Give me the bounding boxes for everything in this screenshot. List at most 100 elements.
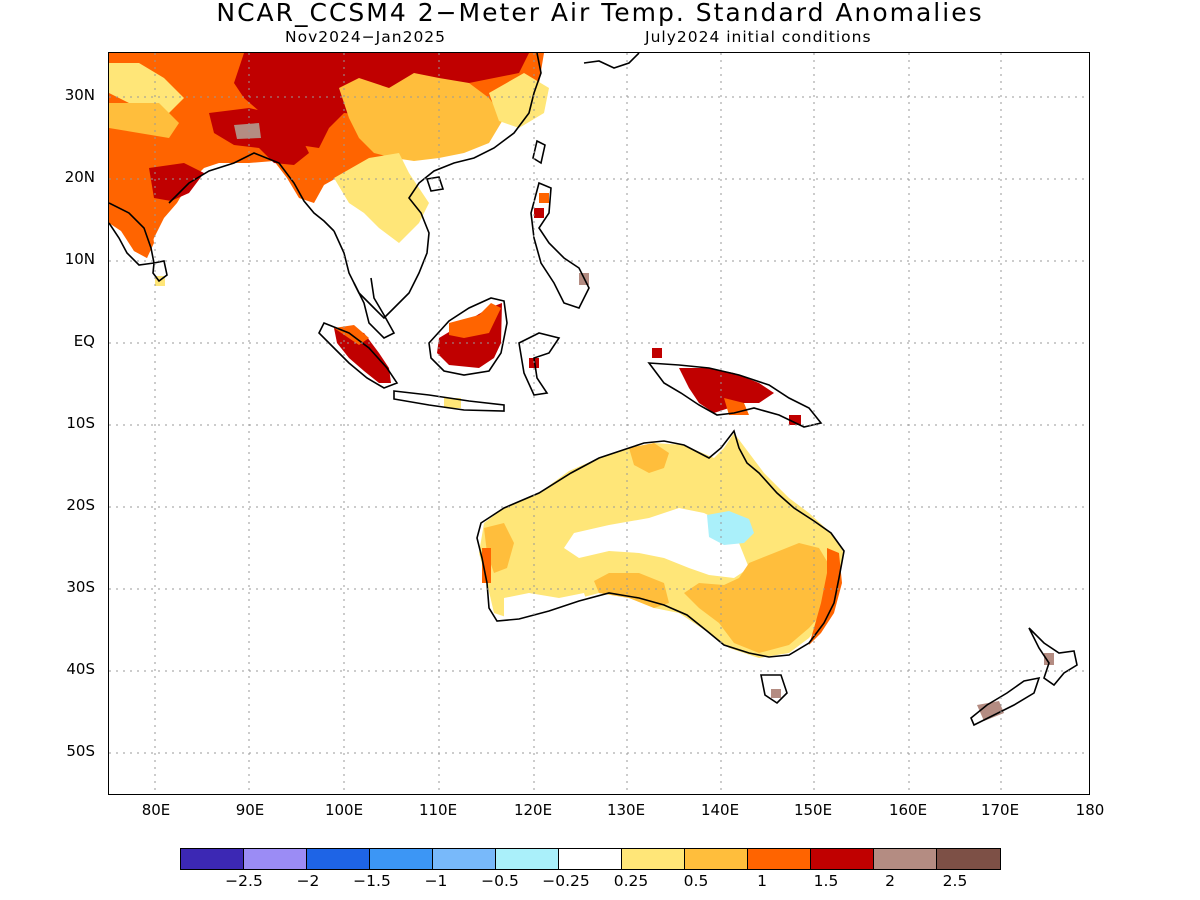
colorbar-swatch (874, 849, 937, 869)
borneo-orange (449, 303, 501, 338)
nz-south-island (970, 676, 1041, 727)
india-south-orange (109, 203, 154, 258)
halmahera-red (652, 348, 662, 358)
tibet-brown (234, 123, 261, 139)
bay-of-bengal-coast (168, 152, 335, 232)
taiwan-coast (532, 139, 546, 165)
colorbar-label: 1.5 (813, 872, 839, 890)
australia-white-south (504, 593, 589, 623)
sri-lanka-coast (152, 260, 168, 283)
colorbar-swatch (307, 849, 370, 869)
lon-label-90e: 90E (235, 801, 265, 819)
australia-orange-north (629, 443, 669, 473)
lon-label-120e: 120E (513, 801, 553, 819)
lon-label-140e: 140E (700, 801, 740, 819)
tasmania-coast (760, 674, 788, 705)
colorbar-label: 0.25 (613, 872, 649, 890)
new-guinea-red (679, 368, 774, 413)
colorbar-swatch (811, 849, 874, 869)
sumatra-red (334, 328, 391, 383)
new-guinea-coast (647, 362, 823, 428)
australia-orange-sw-coast (482, 548, 491, 583)
colorbar-swatch (685, 849, 748, 869)
nz-north-island (1028, 627, 1078, 687)
malay-peninsula (353, 277, 396, 339)
colorbar-swatch (370, 849, 433, 869)
lat-label-10s: 10S (66, 414, 95, 432)
indochina-yellow (334, 153, 429, 243)
tasmania-brown (771, 689, 781, 698)
lat-label-20s: 20S (66, 496, 95, 514)
china-lightorange (339, 73, 504, 161)
colorbar-label: −0.25 (542, 872, 590, 890)
nz-brown-south (977, 701, 1004, 721)
colorbar-swatch (244, 849, 307, 869)
colorbar-swatch (433, 849, 496, 869)
colorbar-label: 1 (757, 872, 767, 890)
png-east-red (789, 415, 801, 425)
japan-coast (583, 53, 640, 69)
colorbar-swatch (937, 849, 1000, 869)
graticule (109, 53, 1089, 794)
map-title: NCAR_CCSM4 2−Meter Air Temp. Standard An… (216, 0, 984, 27)
colorbar-swatch (748, 849, 811, 869)
lat-label-30s: 30S (66, 578, 95, 596)
colorbar-swatch (496, 849, 559, 869)
colorbar-label: 2 (885, 872, 895, 890)
lat-label-50s: 50S (66, 742, 95, 760)
lat-label-10n: 10N (64, 250, 95, 268)
colorbar-swatch (181, 849, 244, 869)
lon-label-180: 180 (1075, 801, 1105, 819)
philippines-red (534, 208, 544, 218)
lat-label-30n: 30N (64, 86, 95, 104)
indochina-coast (333, 53, 542, 320)
australia-anomaly-field (479, 433, 844, 698)
china-yellow-east (489, 73, 549, 128)
colorbar-swatch (559, 849, 622, 869)
nz-brown-north (1044, 653, 1054, 665)
philippines-coast (530, 181, 590, 309)
colorbar-label: −2.5 (225, 872, 263, 890)
lon-label-150e: 150E (793, 801, 833, 819)
lon-label-80e: 80E (141, 801, 171, 819)
sulawesi-coast (518, 332, 561, 396)
australia-cyan (707, 511, 754, 545)
hainan-coast (425, 176, 445, 192)
colorbar-label: −0.5 (481, 872, 519, 890)
lat-label-eq: EQ (73, 332, 95, 350)
australia-coast (476, 429, 845, 658)
australia-orange-east-coast (809, 548, 842, 645)
anomaly-map (108, 52, 1090, 795)
forecast-period: Nov2024−Jan2025 (285, 28, 447, 46)
philippines-orange (539, 193, 549, 203)
nz-anomaly-field (977, 653, 1054, 721)
lon-label-130e: 130E (606, 801, 646, 819)
central-asia-yellow (109, 63, 184, 113)
colorbar-label: −2 (296, 872, 320, 890)
coastlines (109, 53, 1078, 727)
australia-orange-se (684, 543, 834, 653)
colorbar-label: 2.5 (942, 872, 968, 890)
lat-label-20n: 20N (64, 168, 95, 186)
colorbar (180, 848, 1001, 870)
australia-white (564, 508, 749, 578)
australia-orange-west (484, 523, 514, 573)
australia-orange-southwest (594, 573, 669, 608)
maritime-anomaly-field (334, 303, 801, 425)
lat-label-40s: 40S (66, 660, 95, 678)
colorbar-label: 0.5 (683, 872, 709, 890)
initial-conditions: July2024 initial conditions (645, 28, 872, 46)
java-coast (393, 390, 505, 412)
colorbar-label: −1 (424, 872, 448, 890)
asia-orange-light (109, 103, 179, 138)
lon-label-100e: 100E (324, 801, 364, 819)
colorbar-swatch (622, 849, 685, 869)
borneo-coast (428, 297, 508, 376)
india-red (149, 163, 204, 201)
java-yellow (444, 398, 461, 408)
asia-anomaly-field (109, 53, 589, 286)
lon-label-170e: 170E (980, 801, 1020, 819)
colorbar-label: −1.5 (353, 872, 391, 890)
lon-label-110e: 110E (418, 801, 458, 819)
lon-label-160e: 160E (888, 801, 928, 819)
